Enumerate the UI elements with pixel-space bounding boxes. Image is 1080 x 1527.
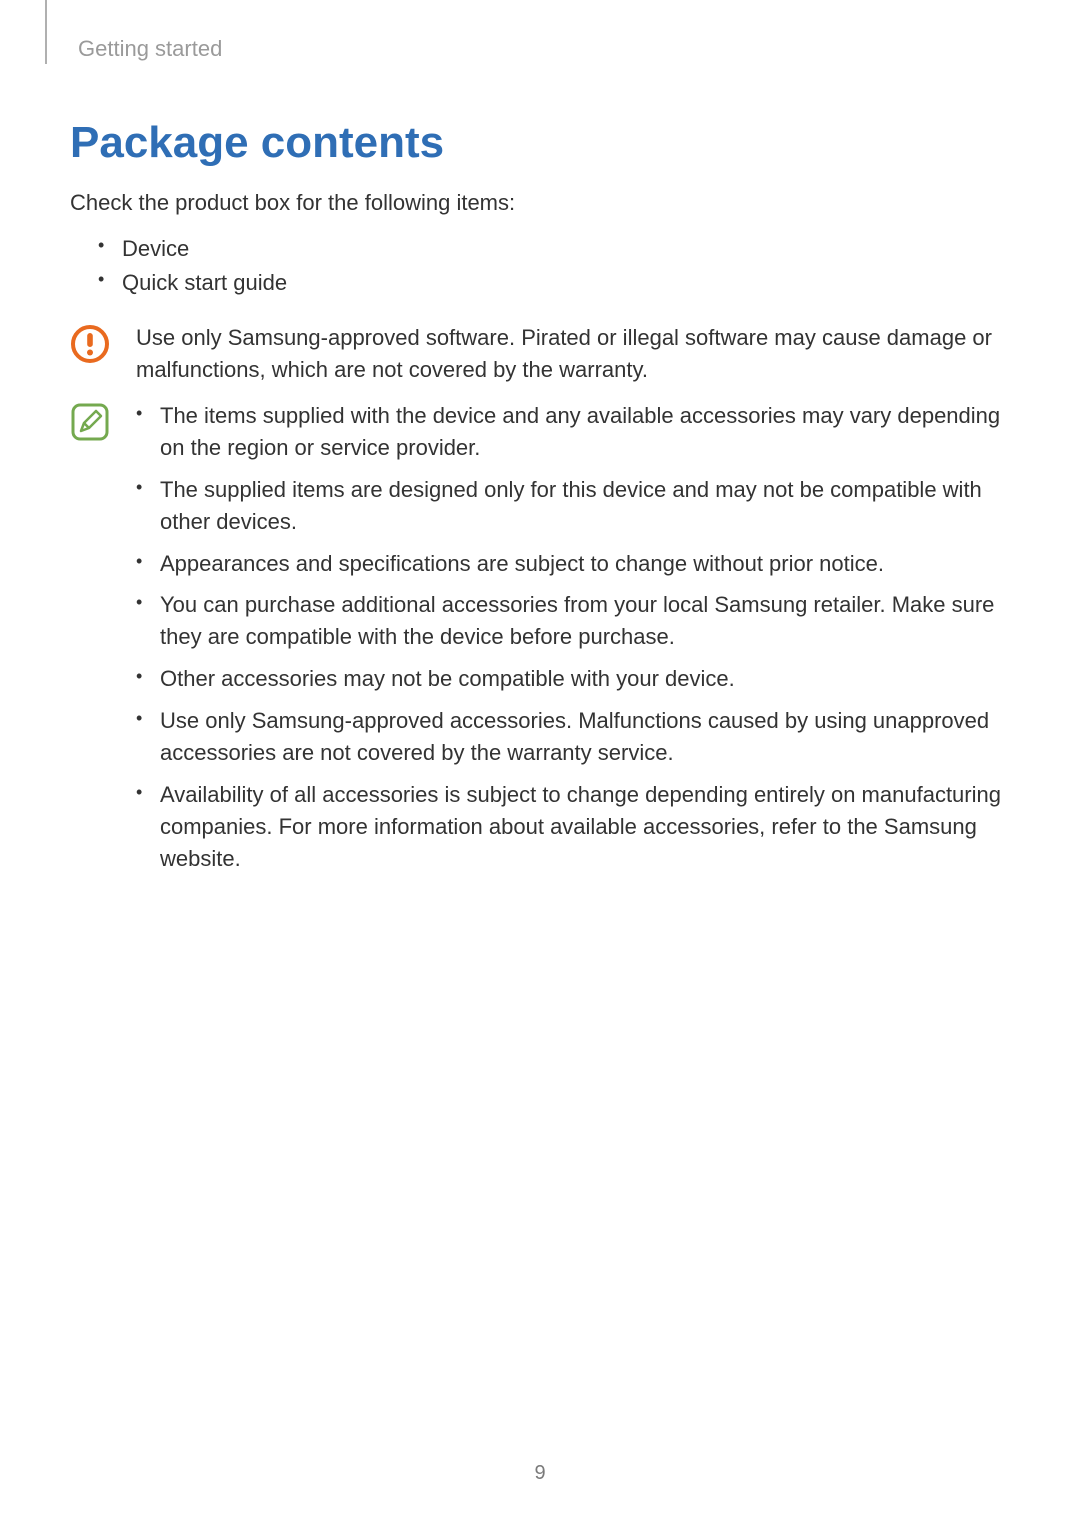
manual-page: Getting started Package contents Check t… [0, 0, 1080, 1527]
list-item: Appearances and specifications are subje… [136, 548, 1010, 580]
chapter-label: Getting started [78, 36, 1010, 62]
list-item: Device [98, 232, 1010, 266]
page-number: 9 [0, 1462, 1080, 1485]
list-item: Quick start guide [98, 266, 1010, 300]
note-text-block: The items supplied with the device and a… [136, 400, 1010, 885]
caution-text: Use only Samsung-approved software. Pira… [136, 322, 1010, 386]
list-item: You can purchase additional accessories … [136, 589, 1010, 653]
note-pencil-icon [70, 402, 110, 442]
list-item: Other accessories may not be compatible … [136, 663, 1010, 695]
caution-callout: Use only Samsung-approved software. Pira… [70, 322, 1010, 386]
list-item: Use only Samsung-approved accessories. M… [136, 705, 1010, 769]
note-icon-wrap [70, 400, 136, 442]
header-vertical-rule [45, 0, 47, 64]
caution-icon-wrap [70, 322, 136, 364]
list-item: The supplied items are designed only for… [136, 474, 1010, 538]
caution-exclamation-icon [70, 324, 110, 364]
package-contents-list: Device Quick start guide [98, 232, 1010, 300]
section-title: Package contents [70, 118, 1010, 168]
note-list: The items supplied with the device and a… [136, 400, 1010, 875]
intro-text: Check the product box for the following … [70, 190, 1010, 216]
list-item: Availability of all accessories is subje… [136, 779, 1010, 875]
list-item: The items supplied with the device and a… [136, 400, 1010, 464]
note-callout: The items supplied with the device and a… [70, 400, 1010, 885]
